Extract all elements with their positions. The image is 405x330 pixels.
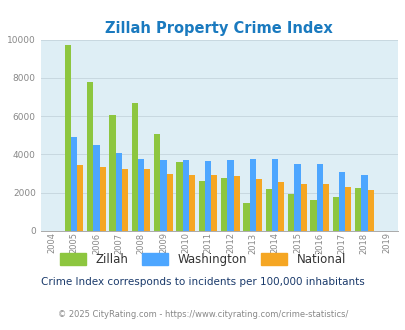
Bar [77,165,83,231]
Bar [265,189,271,231]
Bar [220,178,227,231]
Bar [115,153,122,231]
Bar [138,159,144,231]
Text: © 2025 CityRating.com - https://www.cityrating.com/crime-statistics/: © 2025 CityRating.com - https://www.city… [58,310,347,319]
Legend: Zillah, Washington, National: Zillah, Washington, National [55,248,350,271]
Bar [271,159,277,231]
Bar [182,160,188,231]
Bar [316,164,322,231]
Bar [71,137,77,231]
Bar [198,181,205,231]
Bar [332,197,338,231]
Bar [243,203,249,231]
Bar [211,176,217,231]
Bar [153,134,160,231]
Bar [64,45,71,231]
Bar [354,188,360,231]
Bar [344,187,351,231]
Bar [122,169,128,231]
Bar [109,115,115,231]
Bar [287,194,294,231]
Bar [131,103,138,231]
Bar [367,190,373,231]
Bar [227,160,233,231]
Bar [309,200,316,231]
Bar [255,179,262,231]
Bar [144,169,150,231]
Title: Zillah Property Crime Index: Zillah Property Crime Index [105,21,332,36]
Bar [160,160,166,231]
Bar [176,162,182,231]
Bar [233,176,239,231]
Bar [87,82,93,231]
Bar [188,175,195,231]
Bar [338,172,344,231]
Bar [294,164,300,231]
Bar [93,145,99,231]
Bar [249,159,255,231]
Bar [205,161,211,231]
Bar [300,184,306,231]
Bar [166,174,173,231]
Bar [99,167,106,231]
Bar [322,184,328,231]
Text: Crime Index corresponds to incidents per 100,000 inhabitants: Crime Index corresponds to incidents per… [41,278,364,287]
Bar [360,175,367,231]
Bar [277,182,284,231]
